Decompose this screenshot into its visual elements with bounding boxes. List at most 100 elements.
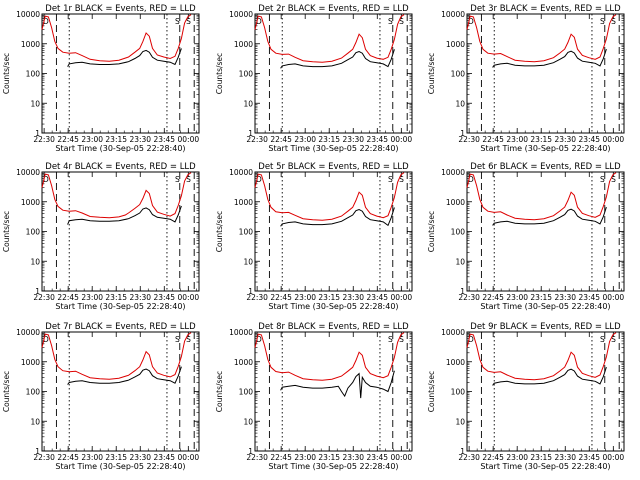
lld-series-line: [254, 172, 405, 221]
x-tick-label: 22:30: [246, 293, 268, 302]
x-tick-label: 22:45: [270, 293, 292, 302]
x-tick-label: 23:45: [366, 135, 388, 144]
x-axis-label: Start Time (30-Sep-05 22:28:40): [480, 462, 610, 471]
x-tick-label: 23:30: [129, 453, 151, 462]
panel-1: Det 1r BLACK = Events, RED = LLD 1 10 100 10…: [2, 4, 200, 153]
events-series-line: [67, 205, 182, 225]
region-label: S: [399, 335, 404, 344]
lld-series-line: [466, 332, 617, 381]
x-tick-label: 22:45: [270, 135, 292, 144]
x-tick-label: 23:00: [81, 293, 103, 302]
region-label: S: [388, 335, 393, 344]
x-tick-label: 23:15: [105, 293, 127, 302]
y-tick-label: 1: [35, 287, 40, 296]
x-tick-label: 23:45: [366, 453, 388, 462]
y-tick-label: 1: [248, 287, 253, 296]
x-tick-label: 23:15: [530, 135, 552, 144]
x-tick-label: 23:45: [153, 293, 175, 302]
x-tick-label: 23:00: [506, 293, 528, 302]
panel-title: Det 1r BLACK = Events, RED = LLD: [45, 4, 196, 14]
y-tick-label: 1000: [446, 198, 465, 207]
x-tick-label: 23:15: [105, 135, 127, 144]
plot-frame: [41, 171, 200, 292]
x-tick-label: 22:45: [57, 293, 79, 302]
x-axis-label: Start Time (30-Sep-05 22:28:40): [480, 302, 610, 311]
region-label: D: [256, 335, 262, 344]
panel-title: Det 9r BLACK = Events, RED = LLD: [470, 322, 621, 332]
plot-frame: [466, 171, 625, 292]
x-tick-label: 00:00: [178, 293, 200, 302]
panel-title: Det 7r BLACK = Events, RED = LLD: [45, 322, 196, 332]
panel-title: Det 5r BLACK = Events, RED = LLD: [258, 162, 409, 172]
y-axis-label: Counts/sec: [427, 211, 436, 252]
x-tick-label: 00:00: [603, 135, 625, 144]
panel-3: Det 3r BLACK = Events, RED = LLD 1 10 100 10…: [427, 4, 625, 153]
region-label: S: [186, 335, 191, 344]
x-tick-label: 23:45: [578, 293, 600, 302]
lld-series-line: [254, 14, 405, 63]
events-series-line: [492, 48, 607, 68]
x-tick-label: 23:00: [294, 293, 316, 302]
x-tick-label: 23:30: [342, 293, 364, 302]
y-tick-label: 1000: [21, 358, 40, 367]
panel-8: Det 8r BLACK = Events, RED = LLD 1 10 100 10…: [215, 322, 413, 471]
x-tick-label: 23:00: [506, 135, 528, 144]
x-tick-label: 23:30: [554, 293, 576, 302]
panel-9: Det 9r BLACK = Events, RED = LLD 1 10 100 10…: [427, 322, 625, 471]
region-label: D: [43, 17, 49, 26]
y-tick-label: 10: [243, 257, 253, 266]
y-tick-label: 10: [30, 99, 40, 108]
y-tick-label: 1000: [21, 40, 40, 49]
region-label: S: [611, 335, 616, 344]
y-tick-label: 10: [243, 99, 253, 108]
x-tick-label: 23:15: [318, 135, 340, 144]
region-label: D: [43, 335, 49, 344]
x-tick-label: 23:15: [530, 293, 552, 302]
x-tick-label: 00:00: [603, 293, 625, 302]
x-tick-label: 22:30: [33, 293, 55, 302]
region-label: D: [468, 17, 474, 26]
x-tick-label: 23:00: [506, 453, 528, 462]
y-tick-label: 10: [455, 99, 465, 108]
x-tick-label: 23:45: [578, 453, 600, 462]
region-label: D: [256, 17, 262, 26]
x-tick-label: 23:45: [366, 293, 388, 302]
lld-series-line: [466, 14, 617, 63]
y-tick-label: 100: [26, 228, 41, 237]
x-tick-label: 23:30: [342, 453, 364, 462]
events-series-line: [492, 366, 607, 386]
x-tick-label: 00:00: [391, 135, 413, 144]
x-tick-label: 23:15: [105, 453, 127, 462]
x-tick-label: 23:15: [530, 453, 552, 462]
x-axis-label: Start Time (30-Sep-05 22:28:40): [268, 302, 398, 311]
y-tick-label: 10: [243, 417, 253, 426]
x-tick-label: 23:45: [153, 453, 175, 462]
y-tick-label: 10000: [441, 168, 465, 177]
y-tick-label: 1: [248, 129, 253, 138]
x-tick-label: 23:00: [81, 135, 103, 144]
x-tick-label: 22:45: [482, 293, 504, 302]
y-tick-label: 10000: [441, 10, 465, 19]
x-tick-label: 00:00: [391, 293, 413, 302]
y-axis-label: Counts/sec: [215, 211, 224, 252]
x-tick-label: 23:45: [578, 135, 600, 144]
x-tick-label: 22:30: [33, 453, 55, 462]
events-series-line: [67, 48, 182, 67]
x-tick-label: 23:15: [318, 293, 340, 302]
x-tick-label: 22:45: [57, 453, 79, 462]
y-tick-label: 1000: [234, 198, 253, 207]
x-tick-label: 23:45: [153, 135, 175, 144]
panel-2: Det 2r BLACK = Events, RED = LLD 1 10 100 10…: [215, 4, 413, 153]
y-tick-label: 10: [455, 417, 465, 426]
x-tick-label: 22:30: [458, 135, 480, 144]
y-tick-label: 100: [26, 388, 41, 397]
region-label: S: [186, 175, 191, 184]
x-tick-label: 23:30: [129, 135, 151, 144]
region-label: S: [388, 175, 393, 184]
plot-frame: [41, 13, 200, 134]
y-tick-label: 1: [248, 447, 253, 456]
x-axis-label: Start Time (30-Sep-05 22:28:40): [268, 144, 398, 153]
events-series-line: [280, 207, 395, 227]
lld-series-line: [254, 332, 405, 381]
lld-series-line: [41, 172, 192, 219]
